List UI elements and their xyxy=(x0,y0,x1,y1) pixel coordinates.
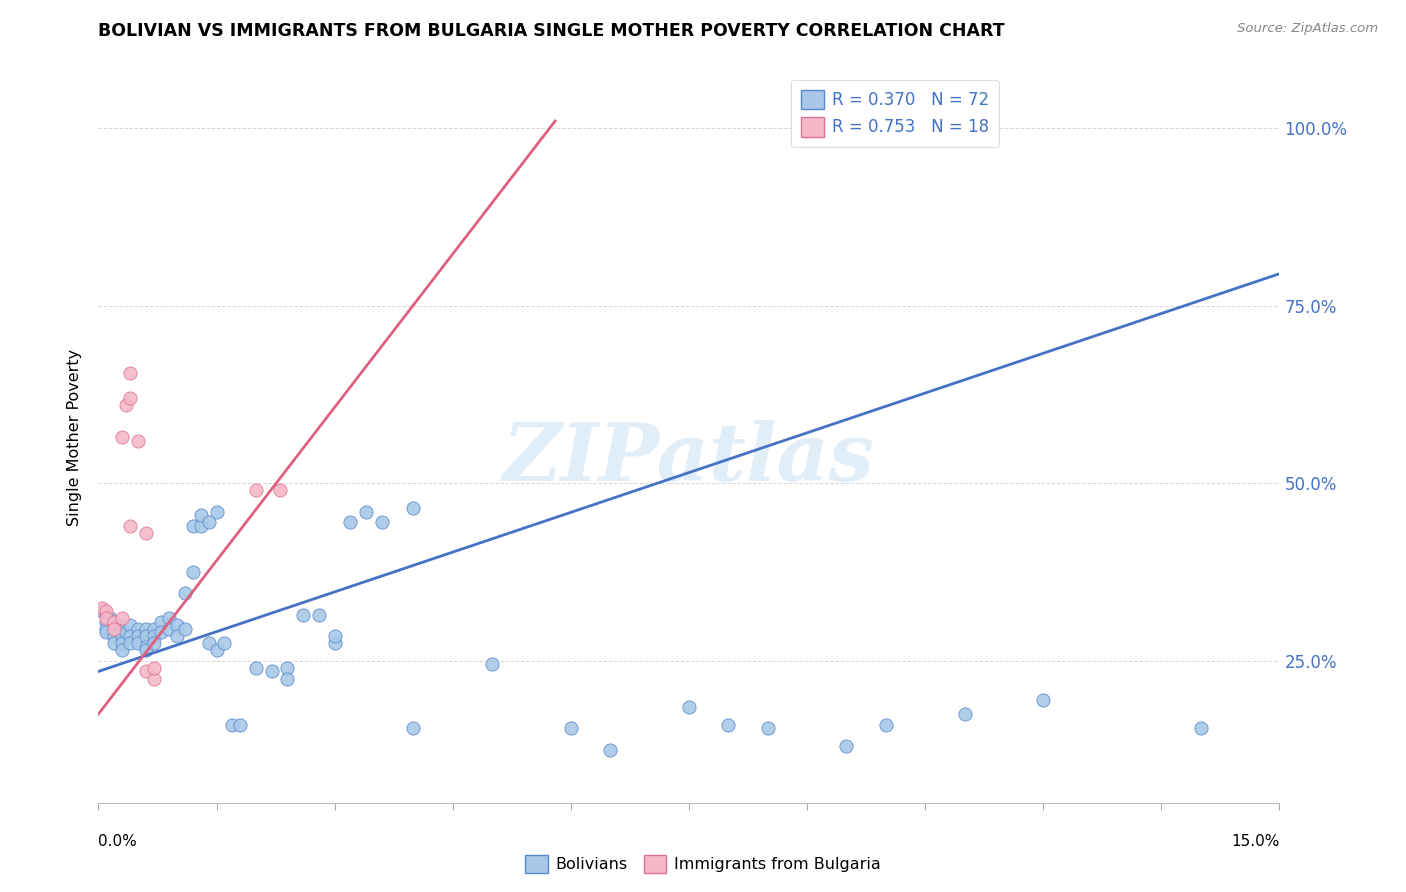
Point xyxy=(174,586,197,600)
Point xyxy=(91,600,114,615)
Text: Source: ZipAtlas.com: Source: ZipAtlas.com xyxy=(1237,22,1378,36)
Point xyxy=(402,501,425,516)
Point xyxy=(323,636,346,650)
Point xyxy=(111,643,134,657)
Text: BOLIVIAN VS IMMIGRANTS FROM BULGARIA SINGLE MOTHER POVERTY CORRELATION CHART: BOLIVIAN VS IMMIGRANTS FROM BULGARIA SIN… xyxy=(98,22,1005,40)
Point xyxy=(96,615,118,629)
Point xyxy=(142,672,165,686)
Point xyxy=(214,636,236,650)
Point xyxy=(111,611,134,625)
Point xyxy=(118,519,141,533)
Point xyxy=(339,516,361,530)
Point xyxy=(276,672,298,686)
Text: 0.0%: 0.0% xyxy=(98,834,138,849)
Point xyxy=(371,516,394,530)
Point xyxy=(1032,693,1054,707)
Point xyxy=(953,706,976,721)
Point xyxy=(135,629,157,643)
Point xyxy=(103,622,125,636)
Point xyxy=(135,525,157,540)
Point xyxy=(142,629,165,643)
Point xyxy=(96,604,118,618)
Point xyxy=(107,618,129,632)
Point xyxy=(115,398,138,412)
Point xyxy=(756,721,779,735)
Point xyxy=(354,505,377,519)
Point xyxy=(127,622,149,636)
Point xyxy=(91,604,114,618)
Point xyxy=(190,508,212,523)
Point xyxy=(1189,721,1212,735)
Point xyxy=(103,622,125,636)
Point xyxy=(174,622,197,636)
Point xyxy=(150,625,173,640)
Point xyxy=(157,611,180,625)
Point xyxy=(205,643,228,657)
Point xyxy=(245,661,267,675)
Point xyxy=(135,622,157,636)
Point xyxy=(835,739,858,753)
Point xyxy=(103,629,125,643)
Point xyxy=(127,434,149,448)
Point xyxy=(127,636,149,650)
Point xyxy=(875,717,897,731)
Point xyxy=(118,366,141,380)
Point xyxy=(181,519,204,533)
Point xyxy=(190,519,212,533)
Point xyxy=(111,430,134,444)
Point xyxy=(103,615,125,629)
Point xyxy=(96,625,118,640)
Point xyxy=(229,717,252,731)
Point xyxy=(157,622,180,636)
Text: ZIPatlas: ZIPatlas xyxy=(503,420,875,498)
Point xyxy=(118,636,141,650)
Point xyxy=(197,636,219,650)
Point xyxy=(221,717,243,731)
Point xyxy=(276,661,298,675)
Point xyxy=(135,643,157,657)
Text: 15.0%: 15.0% xyxy=(1232,834,1279,849)
Point xyxy=(118,618,141,632)
Point xyxy=(142,622,165,636)
Point xyxy=(111,622,134,636)
Point xyxy=(599,742,621,756)
Point xyxy=(118,629,141,643)
Point xyxy=(150,615,173,629)
Point xyxy=(103,636,125,650)
Point xyxy=(127,629,149,643)
Point xyxy=(96,622,118,636)
Point xyxy=(205,505,228,519)
Point xyxy=(111,629,134,643)
Point xyxy=(181,565,204,579)
Point xyxy=(323,629,346,643)
Legend: R = 0.370   N = 72, R = 0.753   N = 18: R = 0.370 N = 72, R = 0.753 N = 18 xyxy=(790,79,1000,146)
Point xyxy=(142,636,165,650)
Point xyxy=(103,615,125,629)
Point xyxy=(166,629,188,643)
Point xyxy=(245,483,267,498)
Point xyxy=(111,636,134,650)
Point xyxy=(166,618,188,632)
Point xyxy=(717,717,740,731)
Point xyxy=(142,661,165,675)
Point xyxy=(197,516,219,530)
Point xyxy=(98,611,121,625)
Legend: Bolivians, Immigrants from Bulgaria: Bolivians, Immigrants from Bulgaria xyxy=(519,848,887,880)
Point xyxy=(96,611,118,625)
Point xyxy=(260,665,283,679)
Point xyxy=(96,607,118,622)
Point xyxy=(678,700,700,714)
Point xyxy=(560,721,582,735)
Point xyxy=(118,391,141,405)
Point xyxy=(115,625,138,640)
Point xyxy=(292,607,315,622)
Point xyxy=(135,665,157,679)
Point xyxy=(402,721,425,735)
Point xyxy=(308,607,330,622)
Point xyxy=(481,657,503,672)
Point xyxy=(135,640,157,654)
Y-axis label: Single Mother Poverty: Single Mother Poverty xyxy=(67,349,83,525)
Point xyxy=(269,483,291,498)
